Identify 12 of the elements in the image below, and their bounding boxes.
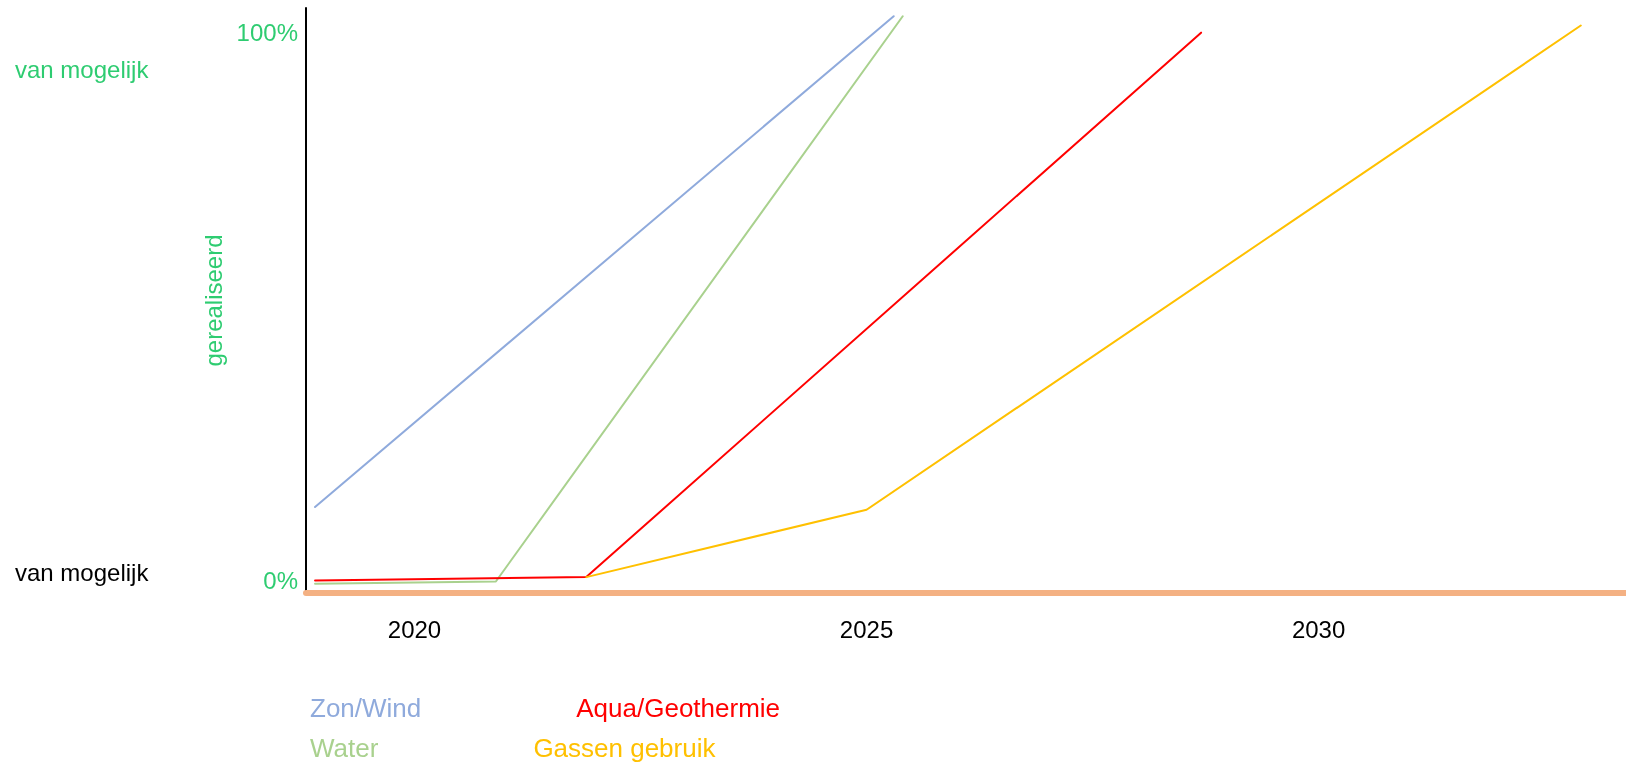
- text: Aqua/Geothermie: [576, 693, 781, 723]
- text: Gassen gebruik: [533, 733, 717, 763]
- y-axis-title: gerealiseerd: [200, 234, 228, 367]
- text: Zon/Wind: [310, 693, 422, 723]
- x-tick-label: 2030: [1291, 615, 1346, 643]
- text: van mogelijk: [15, 56, 150, 84]
- y-tick-label: 0%: [263, 566, 298, 594]
- text: van mogelijk: [15, 558, 150, 586]
- text: Water: [310, 733, 379, 763]
- y-tick-label: 100%: [236, 19, 298, 47]
- x-tick-label: 2025: [839, 615, 894, 643]
- x-tick-label: 2020: [387, 615, 442, 643]
